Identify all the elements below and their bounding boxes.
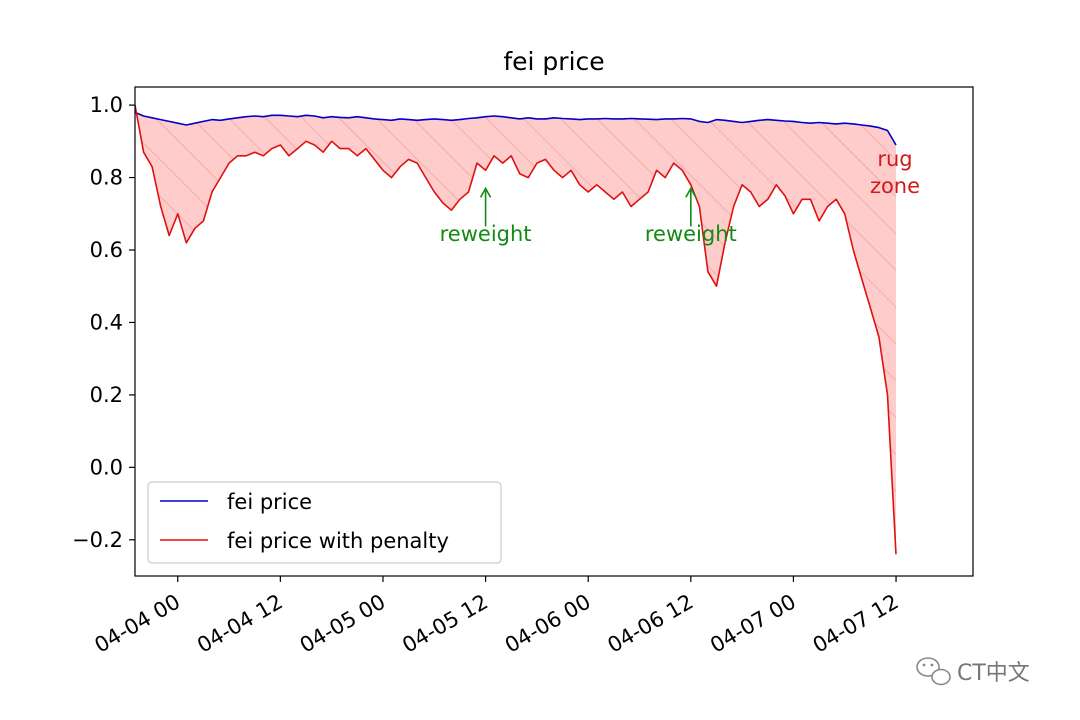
plot-frame [134,86,974,577]
legend: fei price fei price with penalty [147,481,502,564]
x-tick-label: 04-04 12 [193,590,287,658]
wechat-icon [916,657,951,686]
x-tick-label: 04-05 12 [398,590,492,658]
x-tick-label: 04-06 00 [501,590,595,658]
watermark-text: CT中文 [957,661,1030,686]
legend-box [147,481,502,564]
y-tick-label: 0.4 [90,310,123,334]
annotation-reweight: reweight [440,222,532,246]
y-axis: 1.0 0.8 0.6 0.4 0.2 0.0 −0.2 [72,93,135,552]
x-tick-label: 04-07 00 [706,590,800,658]
y-tick-label: 0.2 [90,383,123,407]
series-layer [135,104,897,555]
x-tick-label: 04-05 00 [296,590,390,658]
y-tick-label: −0.2 [72,528,123,552]
y-tick-label: 0.8 [90,166,123,190]
reweight-arrowhead [479,186,492,198]
x-tick-label: 04-06 12 [604,590,698,658]
legend-label-fei-price: fei price [227,490,312,514]
chart-title: fei price [503,47,604,76]
rug-zone-fill [135,105,896,555]
annotation-rug: rug [877,147,912,171]
y-tick-label: 0.0 [90,455,123,479]
reweight-arrowhead [685,186,697,198]
series-line-fei-price [135,111,897,146]
x-tick-label: 04-07 12 [809,590,903,658]
annotation-zone: zone [870,174,920,198]
annotation-reweight: reweight [645,222,737,246]
x-tick-label: 04-04 00 [90,590,184,658]
y-tick-label: 1.0 [90,93,123,117]
legend-label-fei-price-with-penalty: fei price with penalty [227,529,449,553]
x-axis: 04-04 00 04-04 12 04-05 00 04-05 12 04-06 00… [90,576,903,658]
series-line-fei-price-with-penalty [135,104,897,555]
fill-between-hatch [135,105,896,555]
y-tick-label: 0.6 [90,238,123,262]
watermark: CT中文 [916,657,1030,686]
annotations: reweight reweight rug zone [440,147,920,246]
